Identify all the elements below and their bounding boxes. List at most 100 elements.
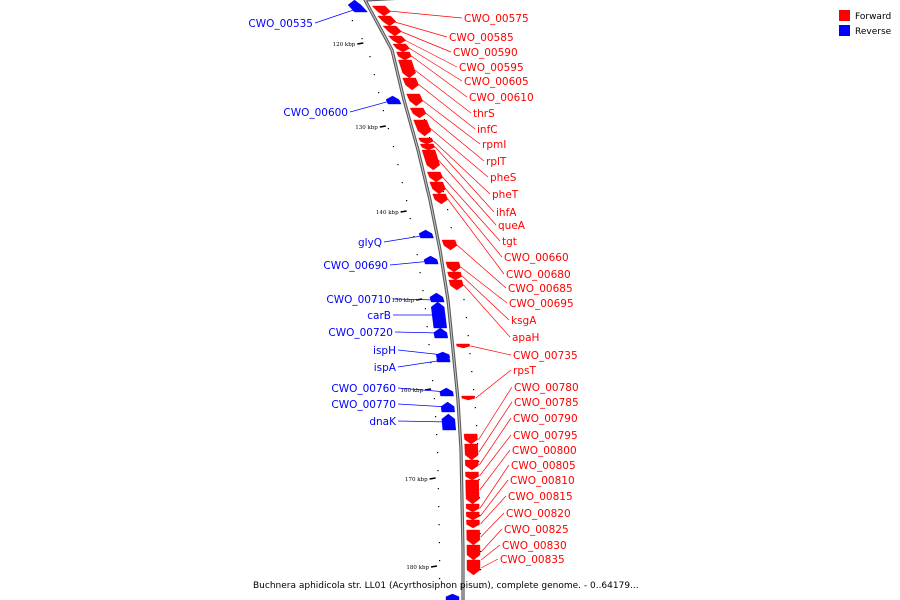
minor-tick — [392, 146, 395, 148]
minor-tick — [479, 551, 482, 553]
forward-gene-arrow — [464, 459, 479, 471]
forward-gene-label: CWO_00785 — [514, 397, 579, 409]
minor-tick — [438, 542, 441, 544]
forward-label-leader — [460, 266, 508, 304]
minor-tick — [378, 92, 380, 94]
reverse-gene-label: CWO_00770 — [331, 399, 396, 411]
minor-tick — [397, 164, 399, 166]
scale-tick-mark — [357, 42, 364, 45]
scale-tick-label: 170 kbp — [405, 477, 428, 483]
forward-gene-label: apaH — [512, 332, 539, 344]
legend-reverse-swatch — [839, 25, 850, 36]
forward-gene-label: CWO_00660 — [504, 252, 569, 264]
minor-tick — [474, 407, 476, 409]
minor-tick — [479, 515, 481, 517]
forward-gene-label: ihfA — [496, 207, 517, 219]
forward-gene-label: CWO_00795 — [513, 430, 578, 442]
forward-gene-label: CWO_00800 — [512, 445, 577, 457]
minor-tick — [438, 506, 440, 508]
forward-gene-arrow — [466, 559, 481, 576]
map-caption: Buchnera aphidicola str. LL01 (Acyrthosi… — [253, 581, 639, 591]
forward-label-leader — [433, 140, 491, 195]
reverse-label-leader — [397, 349, 444, 356]
reverse-gene-label: ispA — [374, 362, 397, 374]
forward-label-leader — [480, 528, 503, 553]
forward-label-leader — [479, 434, 512, 477]
reverse-label-leader — [392, 298, 439, 301]
scale-ticks: 120 kbp 130 kbp 140 kbp 150 kbp 160 kbp 170 k… — [333, 42, 438, 571]
gene-labels: CWO_00535 CWO_00600 glyQ CWO_00690 CWO_00710… — [248, 13, 578, 566]
forward-gene-label: CWO_00810 — [510, 475, 575, 487]
minor-tick — [406, 200, 408, 202]
forward-label-leader — [421, 99, 481, 145]
minor-tick — [401, 182, 403, 184]
forward-gene-arrow — [382, 25, 402, 37]
forward-gene-arrow — [387, 35, 407, 45]
minor-tick — [373, 74, 375, 76]
minor-tick — [480, 587, 482, 589]
forward-gene-label: queA — [498, 220, 526, 232]
scale-tick-label: 160 kbp — [400, 388, 423, 394]
forward-gene-arrow — [441, 239, 458, 251]
forward-gene-arrow — [413, 119, 432, 137]
reverse-gene-arrow — [429, 292, 445, 303]
reverse-label-leader — [383, 234, 428, 243]
forward-label-leader — [461, 275, 510, 321]
label-leader-lines — [314, 7, 513, 569]
forward-label-leader — [478, 386, 513, 441]
forward-label-leader — [434, 146, 495, 213]
backbone-highlight — [364, 0, 464, 600]
minor-tick — [428, 344, 430, 346]
reverse-label-leader — [397, 420, 450, 423]
legend: Forward Reverse — [839, 10, 892, 37]
forward-gene-arrow — [432, 193, 449, 205]
scale-tick-label: 130 kbp — [355, 125, 378, 131]
forward-gene-label: CWO_00735 — [513, 350, 578, 362]
forward-gene-label: CWO_00595 — [459, 62, 524, 74]
forward-gene-arrow — [421, 149, 441, 171]
forward-gene-arrow — [465, 479, 480, 505]
scale-tick-label: 180 kbp — [406, 565, 429, 571]
forward-label-leader — [478, 401, 513, 453]
minor-tick — [465, 317, 467, 319]
minor-tick — [437, 470, 439, 472]
minor-tick — [479, 533, 481, 535]
minor-tick — [438, 524, 440, 526]
forward-gene-label: CWO_00575 — [464, 13, 529, 25]
forward-gene-arrow — [466, 544, 481, 561]
minor-tick — [430, 362, 432, 364]
forward-gene-arrow — [461, 395, 476, 401]
forward-gene-arrow — [402, 77, 419, 91]
forward-gene-arrow — [371, 5, 391, 17]
forward-gene-label: ksgA — [511, 315, 537, 327]
minor-tick — [442, 191, 444, 193]
forward-label-leader — [480, 512, 505, 538]
forward-label-leader — [480, 544, 501, 561]
forward-gene-arrow — [419, 143, 436, 151]
forward-gene-label: CWO_00590 — [453, 47, 518, 59]
scale-tick-mark — [400, 210, 407, 213]
forward-label-leader — [463, 284, 511, 338]
forward-label-leader — [404, 39, 458, 68]
forward-gene-arrow — [448, 279, 464, 291]
forward-gene-arrow — [466, 529, 481, 546]
reverse-gene-arrow — [418, 229, 434, 239]
reverse-gene-label: glyQ — [358, 237, 382, 249]
forward-label-leader — [480, 495, 507, 525]
forward-gene-label: rpmI — [482, 139, 506, 151]
forward-gene-label: CWO_00680 — [506, 269, 571, 281]
forward-label-leader — [479, 464, 510, 509]
forward-gene-arrow — [463, 433, 478, 445]
forward-gene-arrow — [418, 137, 434, 145]
forward-gene-label: CWO_00780 — [514, 382, 579, 394]
minor-tick — [463, 299, 465, 301]
minor-tick — [428, 137, 431, 139]
minor-tick — [409, 218, 411, 220]
forward-gene-arrow — [377, 15, 397, 27]
minor-tick — [432, 380, 434, 382]
forward-gene-label: CWO_00815 — [508, 491, 573, 503]
forward-gene-arrow — [447, 271, 463, 281]
minor-tick — [439, 578, 441, 580]
forward-gene-label: infC — [477, 124, 498, 136]
